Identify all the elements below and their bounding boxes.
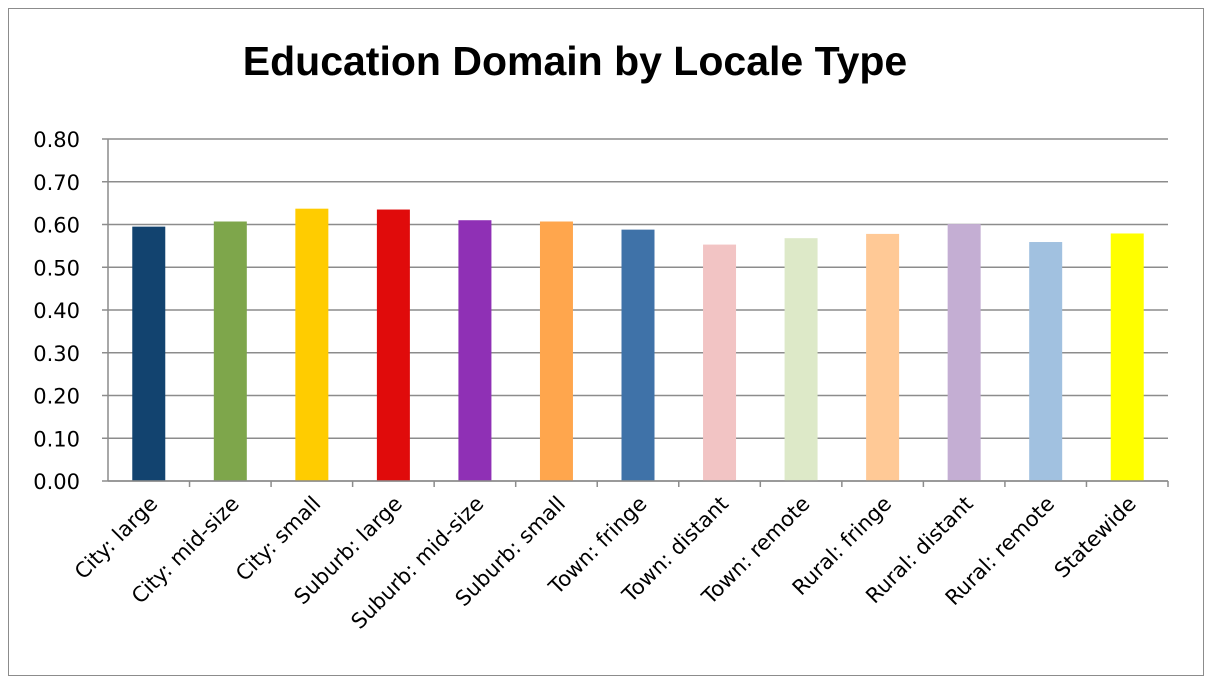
bar [376,209,410,481]
bar [539,221,573,481]
bar [703,244,737,481]
chart-frame [8,8,1204,676]
y-tick-label: 0.80 [33,128,80,152]
bar [132,226,166,481]
bar [213,221,247,481]
x-category-label: Statewide [1050,492,1141,583]
y-tick-label: 0.10 [33,427,80,451]
bar [1110,233,1144,481]
chart-title: Education Domain by Locale Type [242,38,908,84]
y-tick-label: 0.40 [33,299,80,323]
bar [295,208,329,481]
bar [1029,242,1063,481]
y-tick-label: 0.70 [33,171,80,195]
y-tick-label: 0.50 [33,256,80,280]
y-tick-label: 0.30 [33,342,80,366]
y-tick-label: 0.60 [33,214,80,238]
bar [947,224,981,481]
bar [784,238,818,481]
bar [621,229,655,481]
y-tick-label: 0.20 [33,385,80,409]
y-tick-label: 0.00 [33,470,80,494]
bar [866,233,900,481]
bar [458,220,492,481]
